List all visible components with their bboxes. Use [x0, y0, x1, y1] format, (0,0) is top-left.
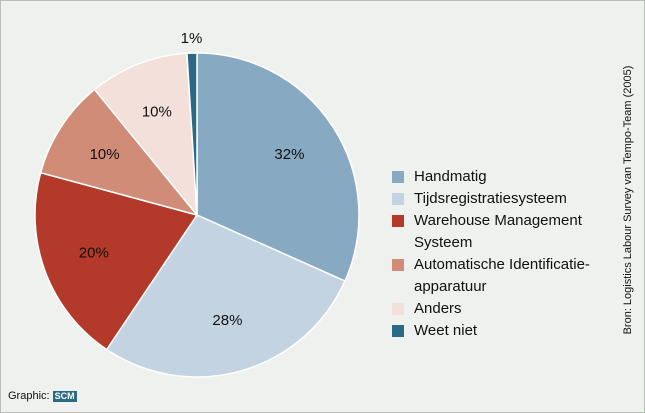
legend-label: Handmatig [414, 168, 487, 185]
legend-item: Tijdsregistratiesysteem [392, 188, 597, 210]
slice-label: 20% [79, 245, 109, 262]
footer: Graphic: SCM [8, 390, 77, 402]
slice-label: 32% [274, 146, 304, 163]
pie-slice [93, 52, 198, 218]
slice-label: 28% [212, 312, 242, 329]
legend-item: Weet niet [392, 320, 597, 342]
legend-item: Warehouse Management Systeem [392, 210, 597, 254]
legend-label: Anders [414, 300, 462, 317]
logo: SCM [52, 391, 77, 402]
slice-label: 10% [142, 103, 172, 120]
legend-swatch [392, 259, 404, 271]
pie-slice [186, 52, 198, 216]
pie-slice [39, 88, 200, 217]
legend-swatch [392, 215, 404, 227]
legend-item: Automatische Identificatie-apparatuur [392, 254, 597, 298]
pie-slice [105, 214, 346, 378]
pie-slice [196, 52, 360, 283]
legend-item: Anders [392, 298, 597, 320]
credit: Graphic: [8, 390, 50, 402]
legend-label: Automatische Identificatie-apparatuur [414, 256, 590, 295]
slice-label: 1% [181, 30, 203, 47]
legend-label: Tijdsregistratiesysteem [414, 190, 567, 207]
source: Bron: Logistics Labour Survey van Tempo-… [622, 66, 634, 335]
legend: Handmatig Tijdsregistratiesysteem Warehous… [392, 166, 597, 342]
legend-label: Warehouse Management Systeem [414, 212, 582, 251]
legend-swatch [392, 171, 404, 183]
legend-swatch [392, 193, 404, 205]
slice-label: 10% [90, 146, 120, 163]
legend-item: Handmatig [392, 166, 597, 188]
legend-label: Weet niet [414, 322, 478, 339]
legend-swatch [392, 303, 404, 315]
pie-slice [34, 171, 199, 351]
legend-swatch [392, 325, 404, 337]
